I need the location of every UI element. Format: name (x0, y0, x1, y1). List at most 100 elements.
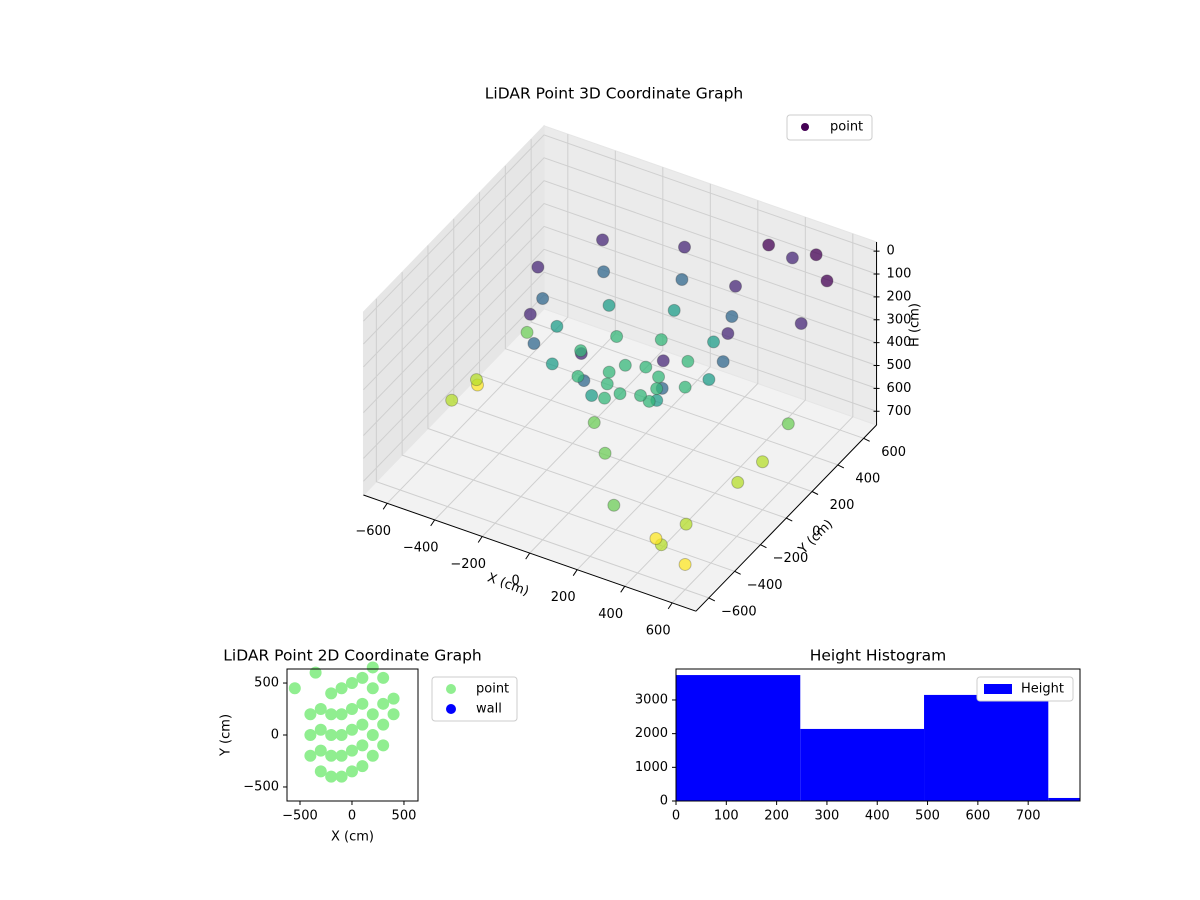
legend-label: wall (476, 702, 502, 717)
point (639, 360, 653, 374)
x-axis-label: X (cm) (331, 830, 374, 845)
point (656, 354, 670, 368)
x-tick-label: 0 (672, 809, 680, 824)
y-tick-label: 0 (660, 794, 668, 809)
tick-mark (786, 517, 793, 522)
point (356, 671, 369, 684)
tick-mark (525, 552, 531, 560)
point (667, 303, 681, 317)
point (325, 729, 338, 741)
point (762, 238, 776, 252)
point (314, 703, 327, 716)
point (531, 260, 545, 274)
legend-marker (446, 704, 456, 714)
point (702, 372, 716, 386)
point (600, 377, 614, 391)
point (527, 337, 541, 351)
x-tick-label: 0 (348, 809, 356, 824)
point (721, 327, 735, 340)
x-axis (363, 494, 697, 612)
x-tick-label: −600 (355, 524, 391, 539)
tick-mark (863, 437, 870, 442)
point (387, 708, 400, 721)
point (574, 344, 588, 358)
point (356, 718, 369, 731)
point (366, 682, 379, 695)
point (335, 708, 348, 721)
point (613, 387, 627, 401)
z-tick-label: 500 (887, 358, 912, 373)
y-tick-label: 500 (254, 676, 279, 691)
x-tick-label: 200 (551, 590, 576, 605)
point (536, 291, 550, 305)
x-axis-label: X (cm) (485, 571, 531, 600)
point (325, 687, 338, 700)
point (654, 333, 668, 347)
grid-line (530, 139, 864, 439)
grid-line (363, 180, 877, 368)
point (681, 354, 695, 368)
y-tick-label: 2000 (635, 726, 668, 741)
tick-mark (760, 544, 767, 549)
y-tick-label: −200 (773, 551, 809, 566)
grid-line (671, 233, 854, 604)
bar (1048, 797, 1080, 801)
tick-mark (667, 602, 673, 610)
point (725, 310, 739, 324)
point (304, 729, 317, 741)
tick-mark (837, 464, 845, 469)
x-tick-label: 300 (815, 809, 840, 824)
x-tick-label: 200 (764, 809, 789, 824)
x-tick-label: 0 (512, 574, 520, 589)
y-tick-label: −600 (721, 604, 757, 619)
tick-mark (572, 569, 578, 576)
point (345, 723, 358, 736)
point (731, 475, 745, 489)
point (304, 708, 317, 721)
point (345, 765, 358, 778)
y-tick-label: −500 (243, 779, 279, 794)
x-tick-label: 500 (392, 809, 417, 824)
x-tick-label: −500 (282, 809, 318, 824)
y-axis-label: Y (cm) (219, 714, 234, 757)
x-tick-label: 600 (646, 623, 671, 638)
point (335, 729, 348, 741)
y-tick-label: 0 (812, 525, 820, 540)
point (545, 357, 559, 371)
legend-label: point (830, 120, 863, 135)
tick-mark (382, 503, 388, 510)
point (520, 325, 534, 339)
z-axis-label: H (cm) (908, 303, 923, 347)
point (679, 517, 693, 531)
plot-frame (675, 668, 1081, 802)
point (387, 692, 400, 705)
point (618, 358, 632, 372)
legend (786, 114, 873, 141)
tick-mark (811, 491, 819, 495)
y-tick-label: 3000 (635, 692, 668, 707)
point (314, 765, 327, 778)
point (820, 274, 834, 288)
tick-mark (734, 570, 741, 575)
bar (800, 728, 925, 801)
point (356, 697, 369, 710)
chart-title: Height Histogram (810, 647, 947, 665)
grid-line (401, 272, 735, 572)
point (366, 749, 379, 762)
point (366, 661, 379, 674)
tick-mark (477, 536, 483, 543)
legend-marker (984, 684, 1012, 694)
point (602, 298, 616, 312)
grid-line (481, 167, 664, 537)
grid-line (386, 134, 569, 504)
point (377, 697, 390, 710)
point (469, 373, 483, 387)
x-tick-label: 500 (915, 809, 940, 824)
point (607, 498, 621, 512)
point (366, 729, 379, 741)
legend-label: Height (1021, 682, 1064, 697)
point (597, 265, 611, 279)
x-tick-label: 100 (714, 809, 739, 824)
tick-mark (620, 586, 626, 593)
